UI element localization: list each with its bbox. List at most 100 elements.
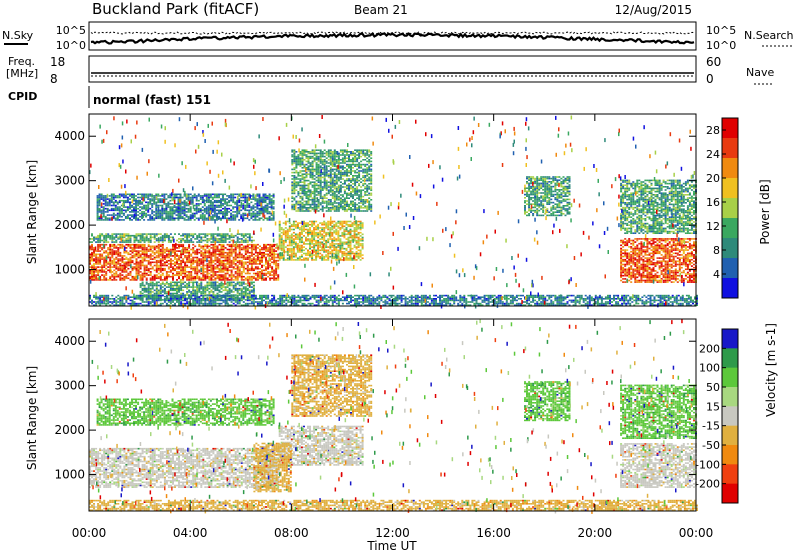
data-cell xyxy=(188,279,191,281)
data-cell xyxy=(355,259,358,261)
data-cell xyxy=(204,258,207,260)
data-cell xyxy=(242,196,245,199)
data-cell xyxy=(131,256,134,259)
data-cell xyxy=(331,225,334,228)
data-cell xyxy=(350,178,352,180)
data-cell xyxy=(341,243,344,245)
data-cell xyxy=(200,236,203,239)
data-cell xyxy=(178,255,180,257)
data-cell xyxy=(364,186,367,188)
data-cell xyxy=(301,207,304,209)
data-cell xyxy=(246,261,249,264)
data-cell xyxy=(119,255,122,257)
data-cell xyxy=(157,215,160,218)
data-cell xyxy=(165,272,168,275)
data-cell xyxy=(151,277,154,280)
data-cell xyxy=(145,267,148,270)
data-cell xyxy=(192,259,195,262)
data-cell xyxy=(222,195,224,197)
data-cell xyxy=(321,207,324,209)
data-cell xyxy=(149,201,152,204)
data-cell xyxy=(288,227,291,229)
noise-tick-top-right: 10^5 xyxy=(706,24,736,37)
data-cell xyxy=(206,267,209,270)
data-cell xyxy=(313,152,316,155)
data-cell xyxy=(165,250,168,252)
data-cell xyxy=(108,201,111,204)
data-cell xyxy=(321,155,324,158)
noise-tick-bottom-left: 10^0 xyxy=(56,39,86,52)
data-cell xyxy=(226,234,229,237)
data-cell xyxy=(204,277,207,280)
data-cell xyxy=(329,179,332,182)
data-cell xyxy=(114,206,117,208)
data-cell xyxy=(292,220,295,223)
data-cell xyxy=(271,248,274,251)
data-cell xyxy=(305,151,308,153)
data-cell xyxy=(337,252,340,255)
data-cell xyxy=(228,263,231,265)
data-cell xyxy=(364,154,367,156)
data-cell xyxy=(151,287,154,290)
data-cell xyxy=(323,231,326,234)
data-cell xyxy=(335,191,338,193)
data-cell xyxy=(209,207,212,210)
data-cell xyxy=(323,194,326,196)
data-cell xyxy=(250,214,253,216)
data-cell xyxy=(104,196,107,199)
data-cell xyxy=(348,205,350,207)
data-cell xyxy=(290,223,293,226)
data-cell xyxy=(278,233,281,236)
data-cell xyxy=(230,215,233,218)
data-cell xyxy=(319,235,322,237)
data-cell xyxy=(299,189,302,191)
data-cell xyxy=(273,245,276,248)
data-cell xyxy=(341,149,344,151)
data-cell xyxy=(213,209,216,212)
data-cell xyxy=(153,211,156,213)
data-cell xyxy=(101,264,104,267)
data-cell xyxy=(157,272,160,275)
data-cell xyxy=(317,170,320,172)
data-cell xyxy=(280,249,283,252)
data-cell xyxy=(293,162,296,164)
data-cell xyxy=(204,275,207,278)
data-cell xyxy=(155,281,158,284)
data-cell xyxy=(256,274,259,276)
data-cell xyxy=(186,271,189,273)
data-cell xyxy=(305,167,308,169)
data-cell xyxy=(258,195,261,197)
data-cell xyxy=(220,277,223,280)
data-cell xyxy=(196,248,199,251)
data-cell xyxy=(169,261,172,264)
data-cell xyxy=(329,230,332,232)
data-cell xyxy=(305,208,308,211)
data-cell xyxy=(291,200,294,203)
data-cell xyxy=(347,251,350,253)
data-cell xyxy=(192,277,195,280)
data-cell xyxy=(155,193,158,196)
data-cell xyxy=(297,210,300,212)
data-cell xyxy=(347,239,350,242)
data-cell xyxy=(165,274,168,276)
data-cell xyxy=(214,271,217,273)
data-cell xyxy=(353,220,356,223)
data-cell xyxy=(157,198,160,200)
data-cell xyxy=(212,233,215,235)
data-cell xyxy=(354,203,357,206)
data-cell xyxy=(343,210,346,212)
data-cell xyxy=(174,269,176,272)
data-cell xyxy=(193,204,196,207)
data-cell xyxy=(139,253,142,256)
data-cell xyxy=(309,155,312,158)
data-cell xyxy=(357,231,360,234)
data-cell xyxy=(230,233,233,235)
data-cell xyxy=(335,162,338,164)
data-cell xyxy=(187,209,190,212)
data-cell xyxy=(125,277,128,280)
data-cell xyxy=(323,251,326,253)
data-cell xyxy=(135,267,138,270)
data-cell xyxy=(226,267,229,270)
data-cell xyxy=(123,275,126,278)
data-cell xyxy=(335,202,338,204)
